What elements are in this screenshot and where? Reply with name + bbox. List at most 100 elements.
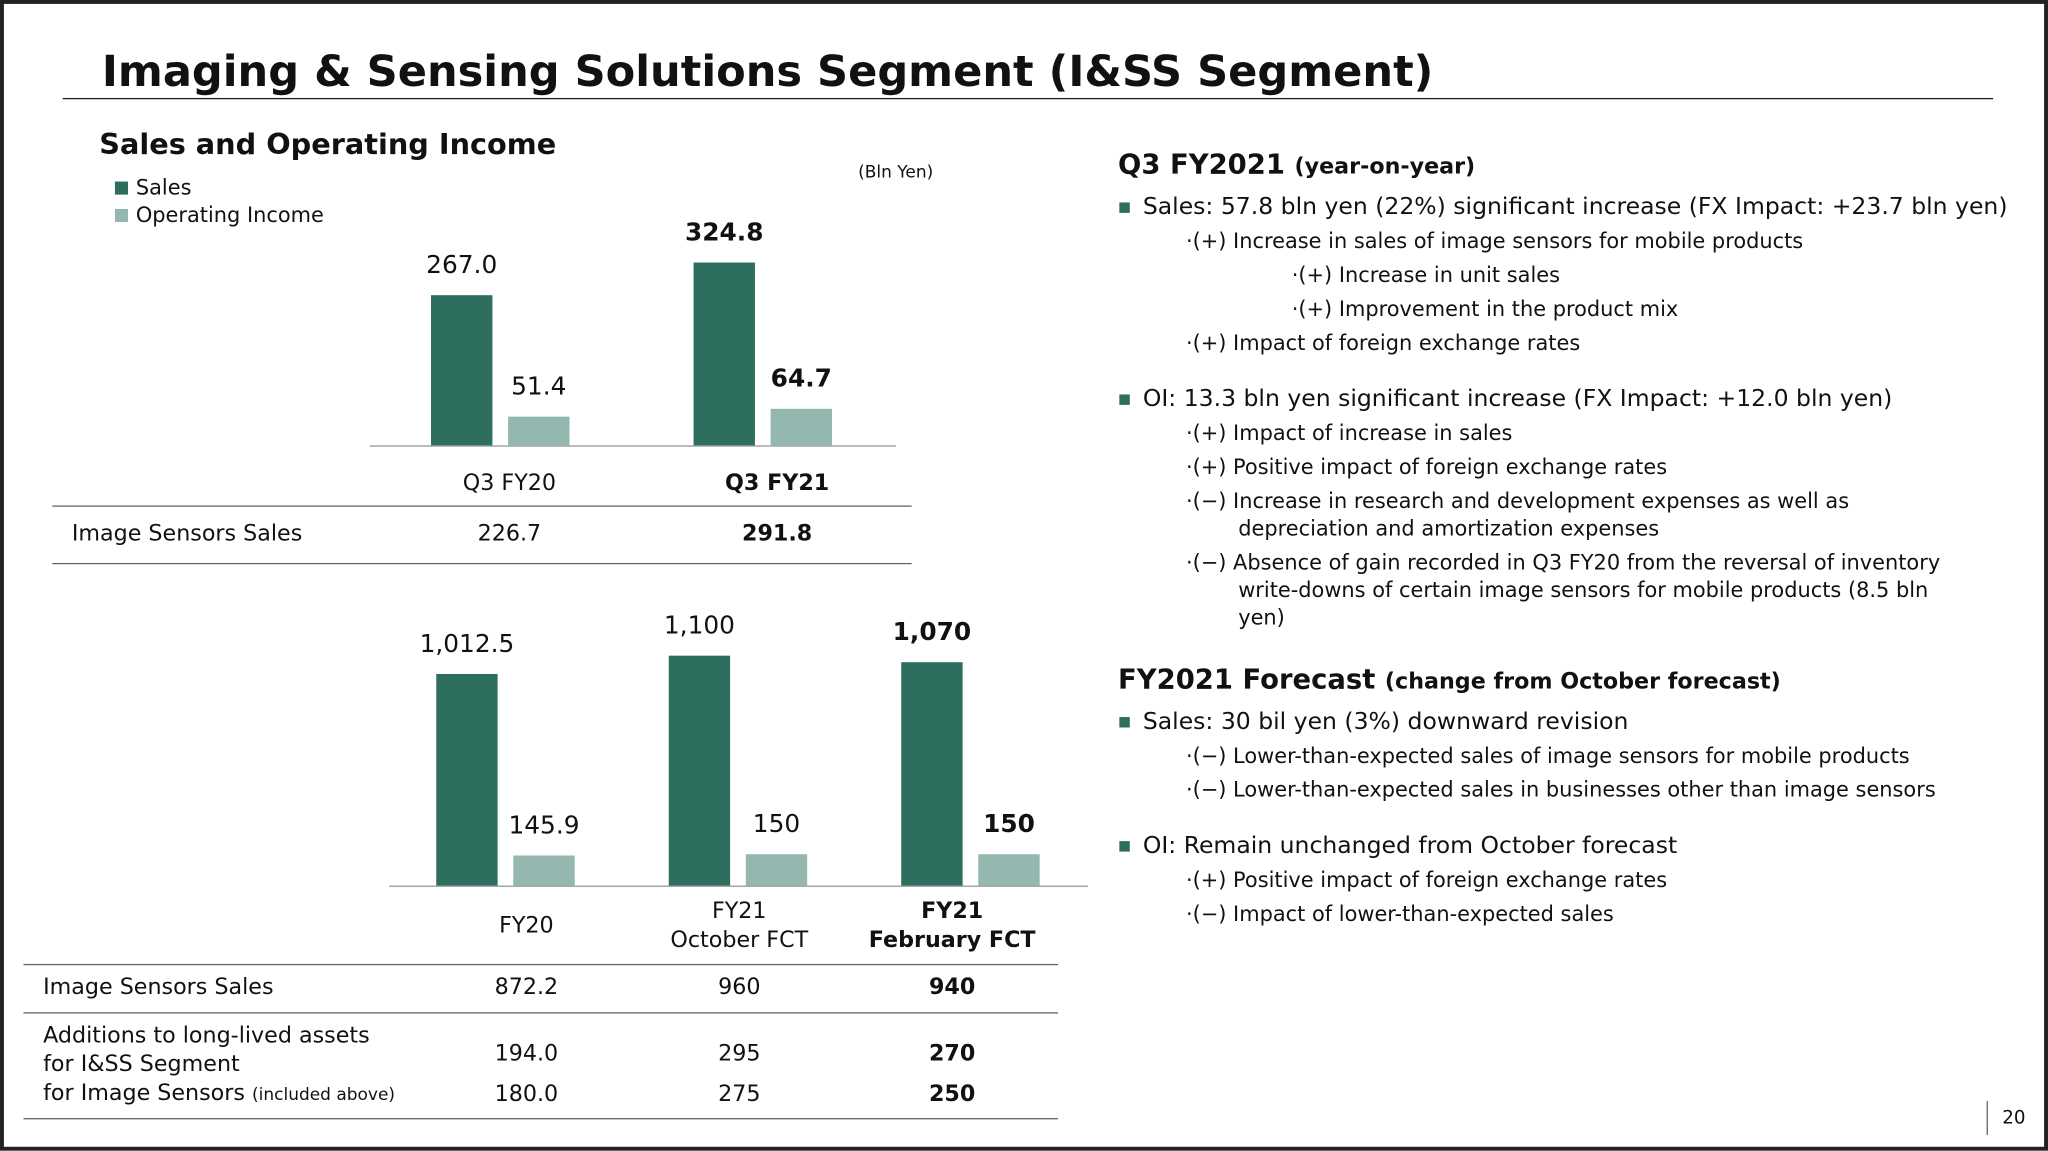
detail-item: ·(+) Impact of increase in sales: [1186, 419, 1970, 446]
detail-text: ·(+) Positive impact of foreign exchange…: [1185, 867, 1668, 893]
table-cell: 291.8: [742, 521, 813, 548]
bar: [436, 673, 498, 886]
row-label-text: Image Sensors Sales: [71, 521, 303, 548]
section-heading: FY2021 Forecast (change from October for…: [1118, 662, 2013, 699]
table-cell: 960: [718, 974, 761, 1001]
detail-text: ·(−) Impact of lower-than-expected sales: [1185, 901, 1614, 927]
bullet-block: Sales: 30 bil yen (3%) downward revision…: [1118, 708, 2013, 803]
detail-text: ·(+) Impact of foreign exchange rates: [1185, 330, 1581, 356]
detail-text: ·(+) Increase in sales of image sensors …: [1185, 228, 1804, 254]
bar: [901, 661, 963, 886]
table-rule: [23, 963, 1058, 966]
table-cell: 194.0: [494, 1040, 559, 1068]
category-label: Q3 FY21: [725, 470, 830, 497]
legend-label: Sales: [135, 175, 192, 200]
section-heading: Q3 FY2021 (year-on-year): [1118, 148, 2013, 185]
detail-item: ·(−) Impact of lower-than-expected sales: [1186, 900, 1970, 927]
detail-item: ·(+) Impact of foreign exchange rates: [1186, 329, 1970, 356]
row-label: Image Sensors Sales: [43, 973, 396, 1002]
data-label: 150: [983, 809, 1035, 839]
data-label: 150: [752, 809, 801, 839]
unit-label: (Bln Yen): [858, 163, 934, 183]
data-label: 51.4: [511, 372, 567, 401]
data-label: 324.8: [684, 218, 764, 247]
section-title: FY2021 Forecast: [1118, 663, 1376, 695]
commentary: Q3 FY2021 (year-on-year) Sales: 57.8 bln …: [1118, 148, 2013, 928]
row-label-text: for Image Sensors: [43, 1080, 245, 1107]
bullet: OI: Remain unchanged from October foreca…: [1118, 832, 2013, 859]
row-label: for Image Sensors (included above): [43, 1079, 396, 1110]
category-label: FY21 February FCT: [868, 898, 1036, 954]
detail-text: ·(+) Positive impact of foreign exchange…: [1185, 454, 1668, 480]
detail-item: ·(+) Positive impact of foreign exchange…: [1186, 866, 1970, 893]
bar: [508, 416, 570, 446]
bar: [668, 655, 731, 886]
data-label: 1,012.5: [419, 629, 515, 659]
detail-item: ·(+) Positive impact of foreign exchange…: [1186, 453, 1970, 480]
data-label: 267.0: [426, 250, 498, 280]
detail-text: ·(+) Improvement in the product mix: [1291, 296, 1679, 322]
detail-text: ·(+) Impact of increase in sales: [1185, 420, 1513, 446]
bar: [431, 295, 493, 446]
category-label: FY21 October FCT: [670, 898, 809, 954]
legend-label: Operating Income: [135, 202, 324, 228]
section-note: (change from October forecast): [1384, 668, 1781, 695]
data-label: 145.9: [508, 810, 580, 840]
row-label: Image Sensors Sales: [72, 520, 425, 549]
detail-text: ·(−) Increase in research and developmen…: [1185, 488, 1850, 541]
row-label-text: Image Sensors Sales: [43, 974, 274, 1001]
bullet: OI: 13.3 bln yen significant increase (F…: [1118, 385, 2013, 413]
detail-item: ·(+) Improvement in the product mix: [1238, 295, 1969, 322]
bar: [745, 854, 808, 886]
data-label: 64.7: [770, 364, 832, 394]
bullet-block: OI: Remain unchanged from October foreca…: [1118, 832, 2013, 927]
detail-item: ·(−) Lower-than-expected sales of image …: [1186, 742, 1970, 769]
slide-title: Imaging & Sensing Solutions Segment (I&S…: [101, 45, 1434, 97]
bullet: Sales: 30 bil yen (3%) downward revision: [1118, 708, 2013, 735]
data-label: 1,070: [892, 617, 972, 647]
bullet-block: OI: 13.3 bln yen significant increase (F…: [1118, 385, 2013, 631]
table-cell: 940: [928, 974, 976, 1001]
page-divider: [1986, 1101, 1988, 1136]
section-note: (year-on-year): [1294, 154, 1476, 181]
detail-item: ·(−) Absence of gain recorded in Q3 FY20…: [1186, 549, 1970, 631]
bar: [513, 855, 575, 886]
page-number: 20: [2002, 1107, 2026, 1129]
baseline: [389, 885, 1088, 887]
table-cell: 275: [718, 1081, 761, 1108]
table-rule: [52, 562, 912, 565]
detail-item: ·(+) Increase in unit sales: [1238, 261, 1969, 288]
table-rule: [23, 1012, 1058, 1014]
data-label: 1,100: [663, 611, 735, 640]
table-rule: [23, 1118, 1058, 1120]
row-note: (included above): [252, 1085, 396, 1105]
detail-text: ·(−) Lower-than-expected sales in busine…: [1185, 777, 1936, 802]
category-label: FY20: [499, 912, 554, 940]
table-rule: [52, 505, 912, 507]
baseline: [369, 445, 896, 447]
section-title: Q3 FY2021: [1118, 148, 1285, 181]
category-label: Q3 FY20: [462, 470, 557, 497]
table-cell: 226.7: [477, 521, 542, 548]
legend-swatch: [114, 208, 128, 223]
detail-text: ·(−) Absence of gain recorded in Q3 FY20…: [1185, 549, 1941, 630]
detail-text: ·(−) Lower-than-expected sales of image …: [1185, 743, 1910, 768]
bar: [978, 854, 1040, 886]
bullet-block: Sales: 57.8 bln yen (22%) significant in…: [1118, 193, 2013, 356]
table-cell: 180.0: [494, 1081, 559, 1108]
bar: [693, 262, 755, 446]
row-label-text: Additions to long-lived assets for I&SS …: [43, 1022, 370, 1078]
table-cell: 270: [928, 1040, 976, 1068]
detail-item: ·(−) Increase in research and developmen…: [1186, 487, 1970, 542]
legend-swatch: [114, 181, 128, 195]
bar: [770, 408, 832, 446]
detail-item: ·(−) Lower-than-expected sales in busine…: [1186, 776, 1970, 803]
table-cell: 295: [718, 1040, 761, 1068]
detail-text: ·(+) Increase in unit sales: [1291, 262, 1561, 288]
bullet: Sales: 57.8 bln yen (22%) significant in…: [1118, 193, 2013, 221]
chart-heading: Sales and Operating Income: [99, 129, 557, 162]
table-cell: 872.2: [494, 974, 559, 1001]
